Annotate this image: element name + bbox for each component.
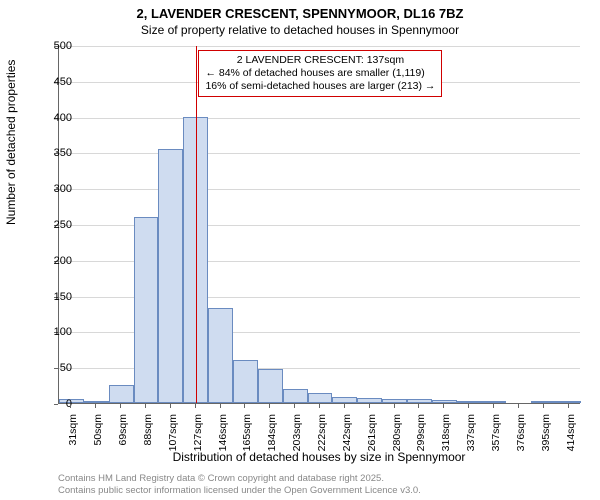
footer-line2: Contains public sector information licen… [58,485,421,496]
xtick-mark [568,404,569,408]
xtick-mark [443,404,444,408]
gridline-h [59,153,580,154]
ytick-label: 350 [32,147,72,159]
xtick-mark [244,404,245,408]
xtick-label: 50sqm [92,414,104,454]
ytick-label: 200 [32,255,72,267]
xtick-mark [220,404,221,408]
xtick-label: 127sqm [192,414,204,454]
ytick-label: 400 [32,112,72,124]
xtick-label: 242sqm [341,414,353,454]
histogram-bar [531,401,556,403]
xtick-label: 69sqm [117,414,129,454]
ytick-label: 100 [32,326,72,338]
annotation-box: 2 LAVENDER CRESCENT: 137sqm← 84% of deta… [198,50,442,97]
xtick-label: 107sqm [167,414,179,454]
xtick-mark [493,404,494,408]
chart-title-line2: Size of property relative to detached ho… [0,23,600,37]
gridline-h [59,118,580,119]
xtick-label: 184sqm [266,414,278,454]
histogram-bar [457,401,482,403]
gridline-h [59,189,580,190]
histogram-bar [308,393,333,403]
xtick-mark [95,404,96,408]
xtick-label: 299sqm [415,414,427,454]
gridline-h [59,46,580,47]
footer-attribution: Contains HM Land Registry data © Crown c… [58,473,421,496]
annotation-line3: 16% of semi-detached houses are larger (… [205,80,435,93]
xtick-label: 222sqm [316,414,328,454]
ytick-label: 250 [32,219,72,231]
histogram-bar [109,385,134,403]
histogram-bar [258,369,283,403]
xtick-label: 165sqm [241,414,253,454]
ytick-label: 0 [32,398,72,410]
plot-area: 2 LAVENDER CRESCENT: 137sqm← 84% of deta… [58,46,580,404]
histogram-bar [482,401,507,403]
xtick-mark [145,404,146,408]
xtick-label: 261sqm [366,414,378,454]
ytick-label: 150 [32,291,72,303]
xtick-mark [269,404,270,408]
xtick-label: 357sqm [490,414,502,454]
ytick-label: 450 [32,76,72,88]
xtick-label: 280sqm [391,414,403,454]
xtick-label: 395sqm [540,414,552,454]
xtick-mark [518,404,519,408]
ytick-label: 500 [32,40,72,52]
xtick-mark [319,404,320,408]
xtick-mark [294,404,295,408]
xtick-label: 146sqm [217,414,229,454]
histogram-bar [556,401,581,403]
xtick-mark [369,404,370,408]
histogram-bar [84,401,109,403]
histogram-bar [432,400,457,403]
xtick-mark [70,404,71,408]
xtick-label: 318sqm [440,414,452,454]
histogram-bar [208,308,233,403]
chart-title-block: 2, LAVENDER CRESCENT, SPENNYMOOR, DL16 7… [0,6,600,37]
histogram-bar [283,389,308,403]
histogram-bar [158,149,183,403]
xtick-mark [120,404,121,408]
xtick-mark [170,404,171,408]
y-axis-label: Number of detached properties [4,60,18,225]
xtick-label: 203sqm [291,414,303,454]
histogram-bar [332,397,357,403]
ytick-label: 50 [32,362,72,374]
xtick-label: 31sqm [67,414,79,454]
reference-marker-line [196,46,197,403]
annotation-line2: ← 84% of detached houses are smaller (1,… [205,67,435,80]
xtick-mark [543,404,544,408]
xtick-mark [468,404,469,408]
footer-line1: Contains HM Land Registry data © Crown c… [58,473,421,484]
histogram-bar [382,399,407,403]
xtick-label: 88sqm [142,414,154,454]
xtick-mark [195,404,196,408]
ytick-label: 300 [32,183,72,195]
xtick-mark [394,404,395,408]
xtick-label: 337sqm [465,414,477,454]
xtick-mark [418,404,419,408]
xtick-label: 376sqm [515,414,527,454]
histogram-bar [134,217,159,403]
xtick-label: 414sqm [565,414,577,454]
histogram-bar [407,399,432,403]
chart-title-line1: 2, LAVENDER CRESCENT, SPENNYMOOR, DL16 7… [0,6,600,21]
histogram-bar [357,398,382,403]
annotation-line1: 2 LAVENDER CRESCENT: 137sqm [205,54,435,67]
histogram-bar [233,360,258,403]
xtick-mark [344,404,345,408]
